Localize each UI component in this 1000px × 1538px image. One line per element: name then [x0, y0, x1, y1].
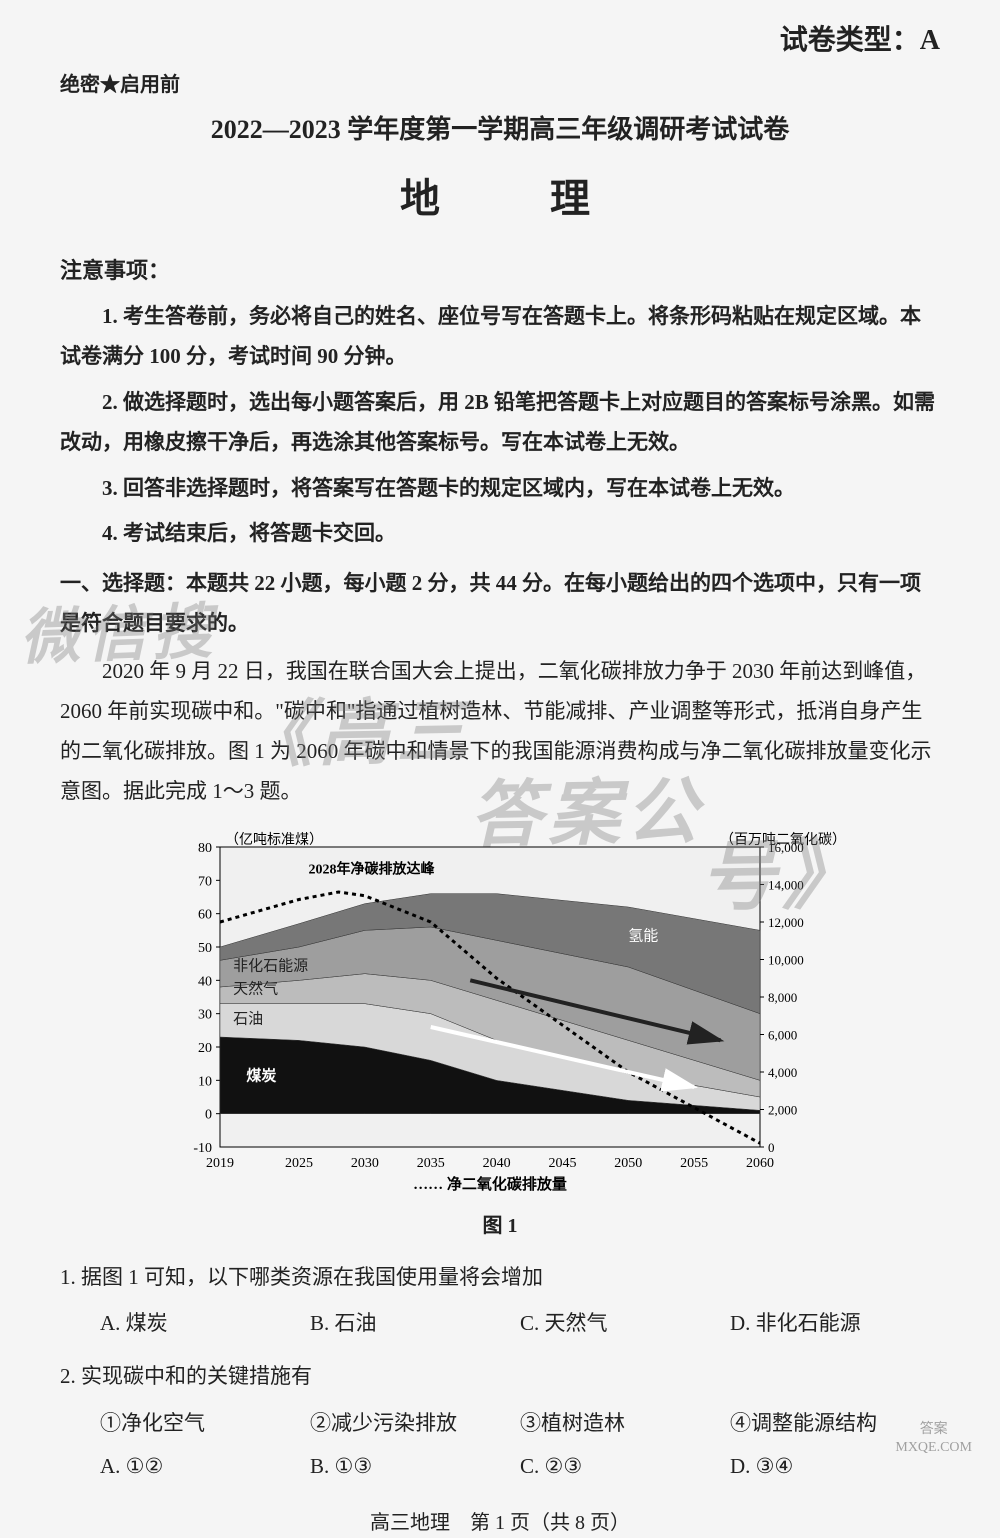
svg-text:2050: 2050	[614, 1156, 642, 1171]
svg-text:14,000: 14,000	[768, 877, 804, 892]
figure-1-chart: 煤炭石油天然气非化石能源氢能01020304050607080-1002,000…	[150, 827, 850, 1241]
svg-text:2035: 2035	[417, 1156, 445, 1171]
corner-watermark: 答案 MXQE.COM	[895, 1421, 972, 1457]
question-2-subs: ①净化空气 ②减少污染排放 ③植树造林 ④调整能源结构	[60, 1408, 940, 1440]
subject-title: 地 理	[100, 169, 940, 229]
svg-text:50: 50	[198, 941, 212, 956]
svg-text:10: 10	[198, 1074, 212, 1089]
svg-text:非化石能源: 非化石能源	[233, 957, 308, 974]
option-c[interactable]: C. ②③	[520, 1451, 730, 1483]
svg-text:2028年净碳排放达峰: 2028年净碳排放达峰	[309, 860, 436, 877]
corner-line-2: MXQE.COM	[895, 1439, 972, 1457]
svg-text:4,000: 4,000	[768, 1065, 797, 1080]
svg-text:60: 60	[198, 907, 212, 922]
svg-text:（百万吨二氧化碳）: （百万吨二氧化碳）	[720, 832, 846, 848]
sub-2: ②减少污染排放	[310, 1408, 520, 1440]
option-b[interactable]: B. ①③	[310, 1451, 520, 1483]
chart-svg: 煤炭石油天然气非化石能源氢能01020304050607080-1002,000…	[150, 827, 850, 1207]
page-footer: 高三地理 第 1 页（共 8 页）	[60, 1508, 940, 1538]
notice-item: 4. 考试结束后，将答题卡交回。	[60, 514, 940, 554]
section-1-header: 一、选择题：本题共 22 小题，每小题 2 分，共 44 分。在每小题给出的四个…	[60, 564, 940, 644]
svg-text:石油: 石油	[233, 1010, 263, 1027]
svg-text:8,000: 8,000	[768, 990, 797, 1005]
svg-text:2025: 2025	[285, 1156, 313, 1171]
option-c[interactable]: C. 天然气	[520, 1308, 730, 1340]
figure-1-caption: 图 1	[150, 1211, 850, 1241]
svg-text:6,000: 6,000	[768, 1027, 797, 1042]
svg-text:2045: 2045	[548, 1156, 576, 1171]
paper-type-label: 试卷类型：A	[780, 20, 940, 62]
svg-text:2030: 2030	[351, 1156, 379, 1171]
option-b[interactable]: B. 石油	[310, 1308, 520, 1340]
option-d[interactable]: D. 非化石能源	[730, 1308, 940, 1340]
svg-text:…… 净二氧化碳排放量: …… 净二氧化碳排放量	[413, 1175, 567, 1193]
notice-header: 注意事项：	[60, 254, 940, 287]
svg-text:2055: 2055	[680, 1156, 708, 1171]
exam-title: 2022—2023 学年度第一学期高三年级调研考试试卷	[60, 110, 940, 149]
svg-text:2040: 2040	[483, 1156, 511, 1171]
question-2-stem: 2. 实现碳中和的关键措施有	[60, 1358, 940, 1396]
option-a[interactable]: A. 煤炭	[100, 1308, 310, 1340]
passage-1: 2020 年 9 月 22 日，我国在联合国大会上提出，二氧化碳排放力争于 20…	[60, 652, 940, 812]
svg-text:（亿吨标准煤）: （亿吨标准煤）	[225, 832, 323, 848]
svg-text:0: 0	[768, 1140, 775, 1155]
secret-note: 绝密★启用前	[60, 70, 940, 100]
notice-item: 2. 做选择题时，选出每小题答案后，用 2B 铅笔把答题卡上对应题目的答案标号涂…	[60, 383, 940, 463]
svg-text:煤炭: 煤炭	[246, 1066, 276, 1084]
notice-item: 1. 考生答卷前，务必将自己的姓名、座位号写在答题卡上。将条形码粘贴在规定区域。…	[60, 297, 940, 377]
svg-text:2060: 2060	[746, 1156, 774, 1171]
svg-text:40: 40	[198, 974, 212, 989]
svg-text:20: 20	[198, 1041, 212, 1056]
option-a[interactable]: A. ①②	[100, 1451, 310, 1483]
sub-1: ①净化空气	[100, 1408, 310, 1440]
corner-line-1: 答案	[895, 1421, 972, 1439]
svg-text:80: 80	[198, 841, 212, 856]
svg-text:10,000: 10,000	[768, 952, 804, 967]
question-1-options: A. 煤炭 B. 石油 C. 天然气 D. 非化石能源	[60, 1308, 940, 1340]
sub-3: ③植树造林	[520, 1408, 730, 1440]
svg-text:12,000: 12,000	[768, 915, 804, 930]
svg-text:0: 0	[205, 1107, 212, 1122]
question-1-stem: 1. 据图 1 可知，以下哪类资源在我国使用量将会增加	[60, 1259, 940, 1297]
notice-item: 3. 回答非选择题时，将答案写在答题卡的规定区域内，写在本试卷上无效。	[60, 469, 940, 509]
svg-text:氢能: 氢能	[628, 927, 658, 944]
svg-text:30: 30	[198, 1007, 212, 1022]
question-2-options: A. ①② B. ①③ C. ②③ D. ③④	[60, 1451, 940, 1483]
svg-text:2,000: 2,000	[768, 1102, 797, 1117]
svg-text:天然气: 天然气	[233, 980, 278, 997]
svg-text:70: 70	[198, 874, 212, 889]
svg-text:-10: -10	[193, 1141, 212, 1156]
svg-text:2019: 2019	[206, 1156, 234, 1171]
